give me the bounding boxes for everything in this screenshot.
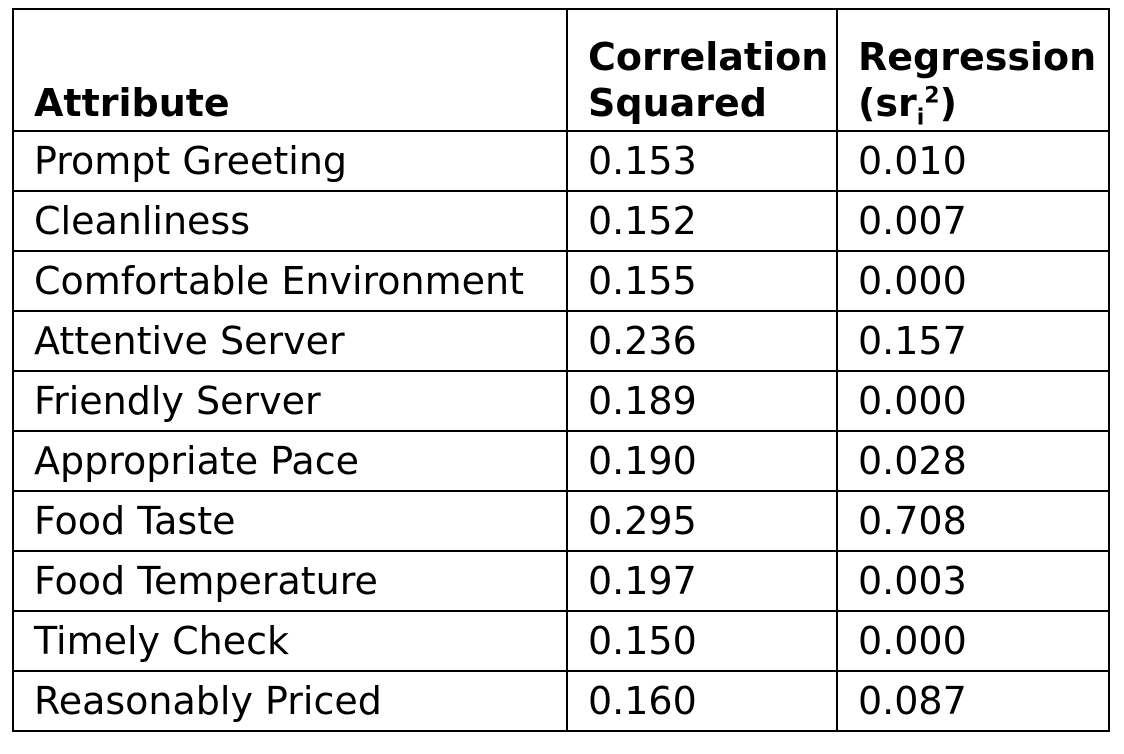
table-row: Friendly Server 0.189 0.000 <box>12 370 1110 432</box>
correlation-squared-cell: 0.155 <box>566 250 838 312</box>
header-correlation-squared: Correlation Squared <box>566 8 838 132</box>
attribute-cell: Attentive Server <box>12 310 568 372</box>
attribute-cell: Comfortable Environment <box>12 250 568 312</box>
table-row: Cleanliness 0.152 0.007 <box>12 190 1110 252</box>
regression-cell: 0.003 <box>836 550 1110 612</box>
correlation-squared-cell: 0.197 <box>566 550 838 612</box>
table-row: Food Temperature 0.197 0.003 <box>12 550 1110 612</box>
data-table: Attribute Correlation Squared Regression… <box>12 8 1110 732</box>
attribute-cell: Reasonably Priced <box>12 670 568 732</box>
attribute-cell: Food Temperature <box>12 550 568 612</box>
regression-cell: 0.157 <box>836 310 1110 372</box>
correlation-squared-cell: 0.152 <box>566 190 838 252</box>
correlation-squared-cell: 0.189 <box>566 370 838 432</box>
correlation-squared-cell: 0.150 <box>566 610 838 672</box>
header-attribute-text: Attribute <box>34 81 230 125</box>
attribute-cell: Timely Check <box>12 610 568 672</box>
regression-cell: 0.000 <box>836 370 1110 432</box>
table-row: Comfortable Environment 0.155 0.000 <box>12 250 1110 312</box>
regression-cell: 0.708 <box>836 490 1110 552</box>
table-header: Attribute Correlation Squared Regression… <box>12 8 1110 132</box>
header-regression-subscript: i <box>916 105 925 131</box>
header-regression-line1: Regression <box>858 35 1097 79</box>
regression-cell: 0.087 <box>836 670 1110 732</box>
table-row: Timely Check 0.150 0.000 <box>12 610 1110 672</box>
regression-cell: 0.000 <box>836 250 1110 312</box>
attribute-cell: Cleanliness <box>12 190 568 252</box>
table-row: Reasonably Priced 0.160 0.087 <box>12 670 1110 732</box>
attribute-cell: Prompt Greeting <box>12 130 568 192</box>
header-regression-superscript: 2 <box>924 83 940 109</box>
correlation-squared-cell: 0.236 <box>566 310 838 372</box>
correlation-squared-cell: 0.190 <box>566 430 838 492</box>
correlation-squared-cell: 0.153 <box>566 130 838 192</box>
correlation-squared-cell: 0.160 <box>566 670 838 732</box>
header-regression-close: ) <box>939 81 957 125</box>
table-body: Prompt Greeting 0.153 0.010 Cleanliness 0.15… <box>12 130 1110 732</box>
header-regression-line2: (sri2) <box>858 80 1107 129</box>
regression-cell: 0.010 <box>836 130 1110 192</box>
regression-cell: 0.028 <box>836 430 1110 492</box>
table-row: Prompt Greeting 0.153 0.010 <box>12 130 1110 192</box>
header-correlation-line2: Squared <box>588 81 767 125</box>
header-correlation-line1: Correlation <box>588 35 829 79</box>
attribute-cell: Appropriate Pace <box>12 430 568 492</box>
attribute-cell: Friendly Server <box>12 370 568 432</box>
header-row: Attribute Correlation Squared Regression… <box>12 8 1110 132</box>
header-regression: Regression (sri2) <box>836 8 1110 132</box>
table-row: Food Taste 0.295 0.708 <box>12 490 1110 552</box>
header-attribute: Attribute <box>12 8 568 132</box>
regression-cell: 0.007 <box>836 190 1110 252</box>
regression-cell: 0.000 <box>836 610 1110 672</box>
correlation-squared-cell: 0.295 <box>566 490 838 552</box>
table-row: Attentive Server 0.236 0.157 <box>12 310 1110 372</box>
attribute-cell: Food Taste <box>12 490 568 552</box>
header-regression-open: (sr <box>858 81 917 125</box>
table-row: Appropriate Pace 0.190 0.028 <box>12 430 1110 492</box>
